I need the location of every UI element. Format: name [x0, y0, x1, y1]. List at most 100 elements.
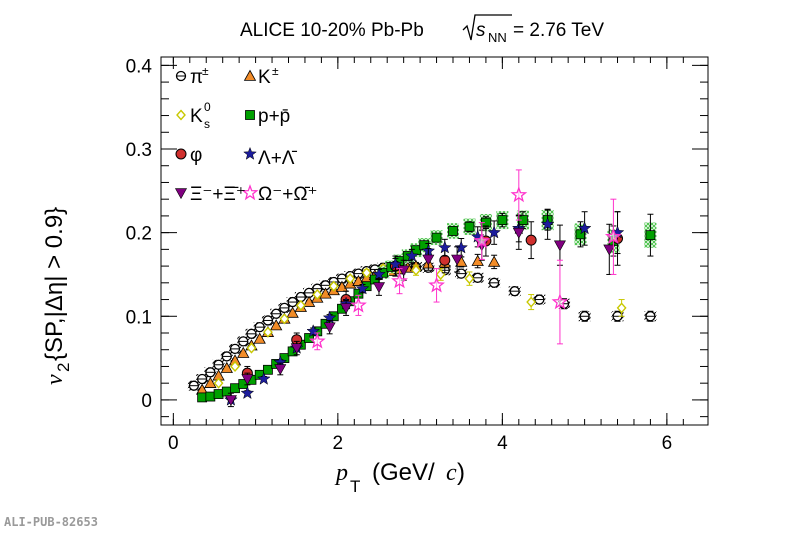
- plot-frame: [160, 56, 709, 426]
- series-xi-point: [512, 227, 525, 239]
- axis-ticks: [161, 57, 708, 425]
- series-lambda-point: [437, 240, 452, 254]
- series-k0s-point: [616, 302, 627, 314]
- series-omega-point: [428, 276, 445, 293]
- legend-marker-omega: [241, 184, 259, 201]
- x-tick-label: 0: [168, 433, 179, 454]
- legend-marker-proton: [245, 110, 255, 120]
- y-label-rest: {SP,|Δη| > 0.9}: [41, 207, 68, 361]
- series-proton-point: [205, 391, 216, 402]
- legend-marker-lambda: [243, 146, 257, 160]
- legend-entry-k: K ±: [258, 64, 279, 88]
- series-k-point: [253, 332, 266, 344]
- legend-k0s-sup: 0: [204, 100, 211, 114]
- chart-title: ALICE 10-20% Pb-Pb s NN = 2.76 TeV: [240, 14, 604, 45]
- series-lambda-point: [372, 267, 386, 281]
- series-omega-point: [308, 332, 326, 349]
- series-xi-point: [323, 322, 336, 334]
- series-k0s-point: [279, 313, 290, 325]
- series-k0s-point: [464, 273, 475, 285]
- title-prefix: ALICE 10-20% Pb-Pb: [240, 20, 424, 41]
- series-k-point: [319, 287, 332, 299]
- series-k0s-point: [230, 360, 240, 373]
- y-tick-label: 0: [141, 391, 152, 412]
- series-k0s-point: [411, 264, 421, 276]
- series-proton-point: [448, 226, 458, 236]
- series-k0s-point: [526, 296, 537, 308]
- y-tick-label: 0.1: [126, 307, 152, 328]
- series-lambda-point: [388, 257, 403, 271]
- legend-lambda-label: Λ+Λ̄: [258, 148, 297, 169]
- series-lambda-point: [577, 221, 592, 235]
- series-k-point: [237, 346, 250, 358]
- legend-marker-k0s: [176, 109, 186, 121]
- x-label-p: p: [334, 460, 348, 486]
- legend-k-sup: ±: [272, 64, 279, 78]
- series-lambda-point: [405, 248, 419, 262]
- series-xi-point: [372, 282, 385, 294]
- x-tick-labels: 0 2 4 6: [168, 433, 672, 454]
- series-proton-point: [645, 230, 656, 241]
- series-xi-point: [224, 395, 237, 407]
- series-xi-point: [603, 244, 616, 256]
- series-xi-point: [274, 364, 287, 376]
- series-k-point: [220, 361, 233, 373]
- data-series: [187, 169, 657, 408]
- legend-entry-proton: p+p̄: [258, 106, 290, 127]
- y-tick-label: 0.3: [126, 140, 152, 161]
- series-k0s: [213, 260, 627, 389]
- x-tick-label: 2: [333, 433, 344, 454]
- legend-phi-label: φ: [190, 145, 202, 166]
- legend-marker-k: [243, 69, 257, 81]
- series-xi-point: [340, 303, 353, 315]
- legend-k0s-sub: s: [204, 117, 210, 131]
- legend-xi-label: Ξ⁻+Ξ̄⁺: [190, 184, 246, 205]
- legend-marker-phi: [175, 148, 187, 160]
- y-tick-labels: 0 0.1 0.2 0.3 0.4: [126, 56, 153, 412]
- series-lambda-point: [240, 385, 255, 400]
- series-xi-point: [290, 343, 303, 355]
- legend-entry-phi: φ: [190, 145, 202, 166]
- series-proton-point: [221, 386, 232, 397]
- series-proton-point: [263, 364, 273, 375]
- legend-entry-omega: Ω⁻+Ω̄⁺: [258, 184, 318, 205]
- x-label-sub: T: [350, 477, 360, 496]
- legend-entry-xi: Ξ⁻+Ξ̄⁺: [190, 184, 246, 205]
- publication-id: ALI-PUB-82653: [4, 515, 98, 529]
- series-k-point: [286, 306, 299, 318]
- series-proton-point: [431, 232, 442, 243]
- title-suffix: = 2.76 TeV: [513, 20, 604, 41]
- title-sqrt-sub: NN: [488, 30, 507, 45]
- legend: π ± K ± K 0 s p+p̄ φ Λ+Λ̄ Ξ⁻+Ξ̄⁺ Ω⁻+Ω̄⁺: [174, 64, 318, 205]
- legend-entry-k0s: K 0 s: [190, 100, 211, 131]
- series-proton-point: [230, 383, 240, 394]
- series-lambda-point: [454, 240, 469, 254]
- series-k-point: [204, 376, 217, 388]
- series-lambda-point: [306, 324, 321, 338]
- y-label-sub: 2: [54, 363, 73, 372]
- series-k0s-point: [312, 288, 323, 301]
- title-sqrt-var: s: [476, 20, 486, 41]
- series-xi-point: [451, 254, 464, 266]
- x-axis-label: p T (GeV/ c ): [334, 459, 465, 496]
- series-xi-point: [241, 374, 254, 386]
- y-tick-label: 0.4: [126, 56, 153, 77]
- series-phi-point: [439, 254, 451, 266]
- series-lambda-point: [487, 225, 501, 239]
- series-k-point: [487, 255, 501, 267]
- x-label-c: c: [446, 460, 457, 486]
- series-omega-point: [510, 186, 528, 203]
- series-omega: [308, 169, 622, 351]
- series-lambda-point: [256, 371, 271, 385]
- series-k0s-point: [345, 273, 356, 285]
- series-proton-point: [497, 215, 508, 225]
- series-k0s-point: [246, 342, 257, 354]
- series-omega-point: [604, 227, 622, 244]
- legend-entry-pi: π ±: [190, 64, 209, 88]
- legend-pi-sup: ±: [202, 64, 209, 78]
- series-k0s-point: [361, 267, 372, 279]
- legend-markers: [174, 69, 259, 201]
- series-k0s-point: [262, 326, 273, 338]
- series-lambda-point: [355, 281, 370, 295]
